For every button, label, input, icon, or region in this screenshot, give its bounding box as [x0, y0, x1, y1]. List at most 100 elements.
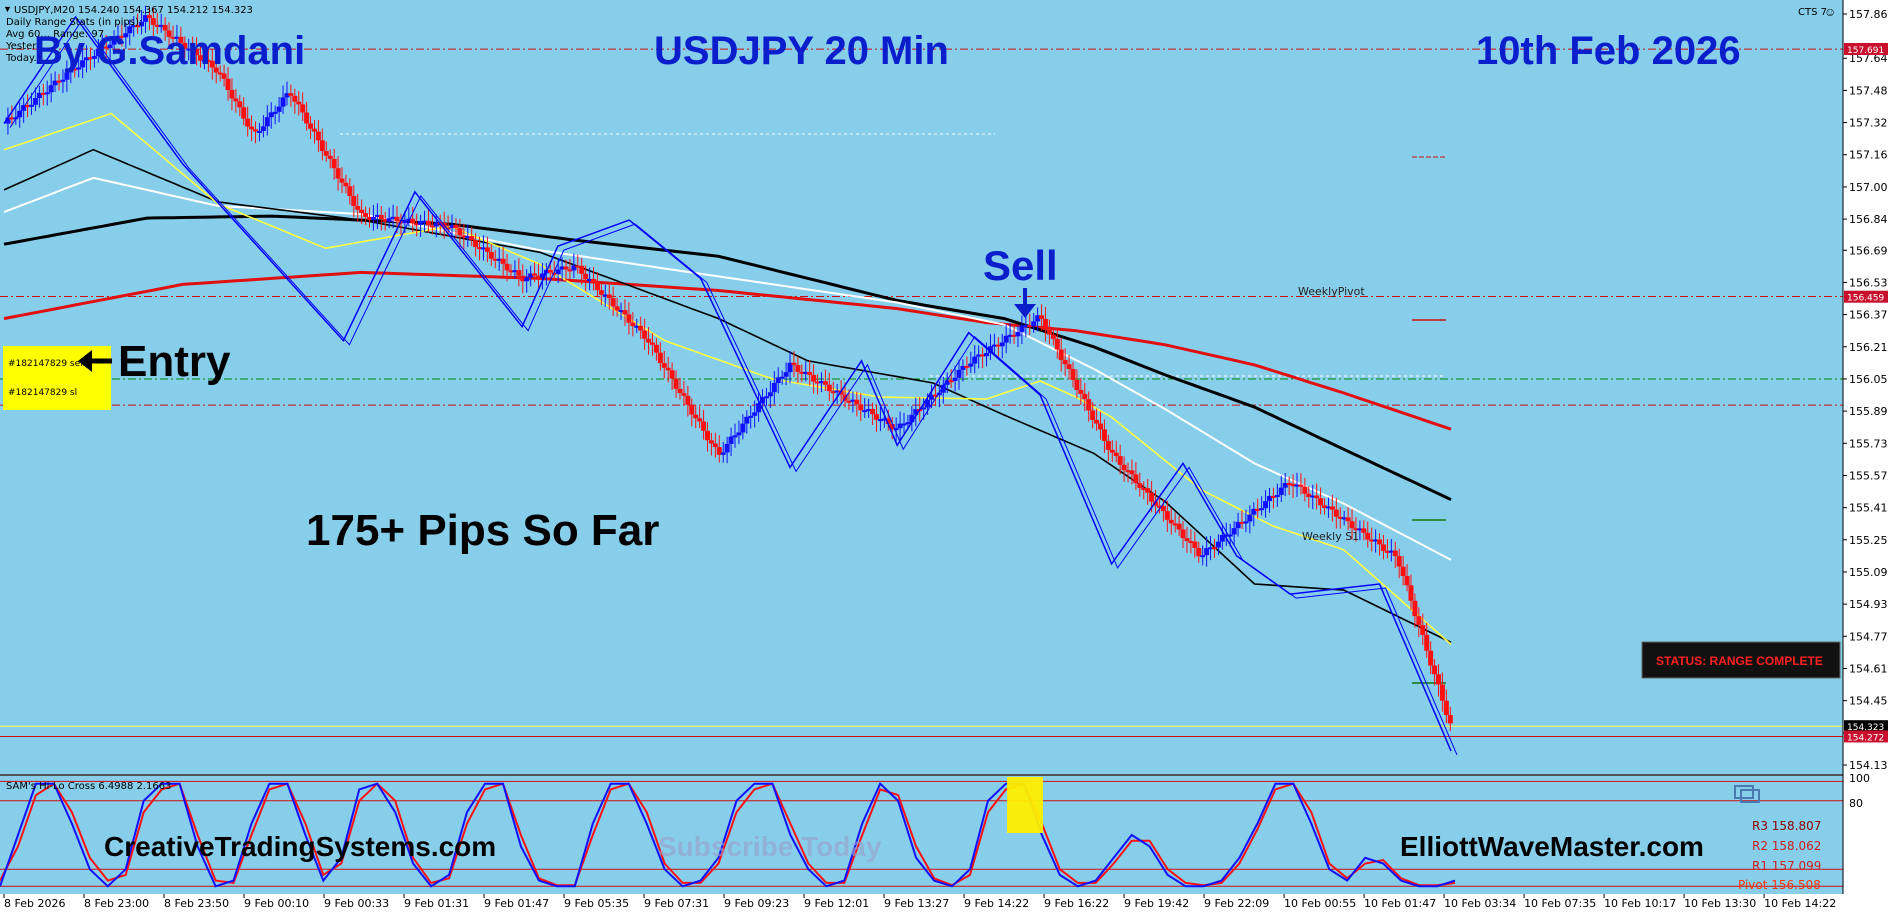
candle-body: [815, 381, 821, 384]
x-tick-label: 9 Feb 14:22: [964, 897, 1029, 910]
candle-body: [272, 111, 278, 114]
y-tick-label: 156.845: [1849, 213, 1888, 226]
candle-body: [1121, 464, 1127, 471]
candle-body: [1015, 331, 1021, 337]
candle-body: [292, 95, 298, 102]
y-tick-label: 154.450: [1849, 695, 1888, 708]
price-tag-box: [1844, 730, 1888, 743]
candle-body: [1282, 482, 1288, 488]
candle-body: [787, 362, 793, 373]
candle-body: [1215, 541, 1221, 548]
main-panel-background: [0, 0, 1843, 775]
candle-body: [618, 310, 624, 313]
y-tick-label: 155.410: [1849, 502, 1888, 515]
candle-body: [221, 73, 227, 79]
candle-body: [795, 365, 801, 372]
candle-body: [433, 222, 439, 227]
candle-body: [9, 117, 15, 120]
candle-body: [347, 186, 353, 196]
candle-body: [229, 89, 235, 99]
candle-body: [516, 270, 522, 276]
candle-body: [213, 67, 219, 73]
price-axis-background: [1843, 0, 1888, 914]
candle-body: [822, 381, 828, 385]
candle-body: [1377, 539, 1383, 545]
candle-body: [1310, 495, 1316, 498]
candle-body: [1329, 506, 1335, 510]
candle-body: [1168, 519, 1174, 524]
candle-body: [374, 214, 380, 217]
oscillator-label: SAM's Hi-Lo Cross 6.4988 2.1663: [6, 781, 172, 792]
candle-body: [253, 129, 259, 132]
candle-body: [264, 117, 270, 127]
candle-body: [154, 24, 160, 27]
candle-body: [846, 400, 852, 403]
candle-body: [1145, 488, 1151, 493]
candle-body: [1325, 506, 1331, 509]
candle-body: [249, 126, 255, 130]
candle-body: [889, 424, 895, 430]
monitor-icon: [1734, 785, 1760, 803]
candle-body: [52, 80, 58, 86]
range-stats-line-3: Yesterd...: [5, 41, 52, 52]
candle-body: [453, 224, 459, 229]
pips-label: 175+ Pips So Far: [306, 506, 659, 555]
candle-body: [1109, 449, 1115, 453]
candle-body: [1003, 335, 1009, 343]
candle-body: [178, 36, 184, 43]
candle-body: [571, 265, 577, 271]
candle-body: [1101, 429, 1107, 441]
y-tick-label: 157.005: [1849, 181, 1888, 194]
y-tick-label: 154.610: [1849, 662, 1888, 675]
candle-body: [563, 266, 569, 270]
candle-body: [29, 104, 35, 107]
entry-label: Entry: [118, 337, 231, 386]
candle-body: [268, 112, 274, 118]
candle-body: [736, 432, 742, 436]
candle-body: [669, 370, 675, 379]
candle-body: [685, 395, 691, 405]
candle-body: [921, 407, 927, 410]
candle-body: [1251, 508, 1257, 515]
candle-body: [673, 378, 679, 389]
candle-body: [335, 168, 341, 179]
candle-body: [752, 412, 758, 416]
candle-body: [929, 394, 935, 400]
candle-body: [748, 415, 754, 418]
candle-body: [1396, 556, 1402, 567]
candle-body: [1298, 484, 1304, 487]
range-stats-line-2: Avg 60... Range: 97: [6, 29, 104, 40]
x-tick-label: 8 Feb 23:50: [164, 897, 229, 910]
chart-menu-icon[interactable]: ▼: [3, 4, 12, 14]
candle-body: [260, 126, 266, 131]
candle-body: [367, 216, 373, 220]
candle-body: [480, 247, 486, 250]
candle-body: [119, 35, 125, 38]
status-box: [1641, 641, 1841, 679]
candle-body: [1235, 521, 1241, 529]
candle-body: [288, 93, 294, 96]
candle-body: [909, 414, 915, 423]
smiley-icon: ☺: [1824, 5, 1836, 19]
price-tag-box: [1844, 720, 1888, 733]
candle-body: [477, 247, 483, 250]
candle-body: [308, 123, 314, 129]
candle-body: [999, 342, 1005, 347]
candle-body: [1090, 410, 1096, 420]
candle-body: [256, 130, 262, 133]
candle-body: [583, 273, 589, 280]
price-tag-label: 154.272: [1847, 733, 1884, 743]
candle-body: [575, 265, 581, 268]
x-tick-label: 8 Feb 2026: [4, 897, 65, 910]
candle-body: [390, 216, 396, 219]
candle-body: [1369, 539, 1375, 542]
candle-body: [791, 362, 797, 366]
author-label: By G.Samdani: [34, 29, 305, 73]
candle-body: [1188, 541, 1194, 544]
candle-body: [1263, 501, 1269, 509]
candle-body: [1200, 555, 1206, 558]
order-box[interactable]: [3, 346, 111, 410]
x-tick-label: 9 Feb 13:27: [884, 897, 949, 910]
y-tick-label: 157.645: [1849, 52, 1888, 65]
